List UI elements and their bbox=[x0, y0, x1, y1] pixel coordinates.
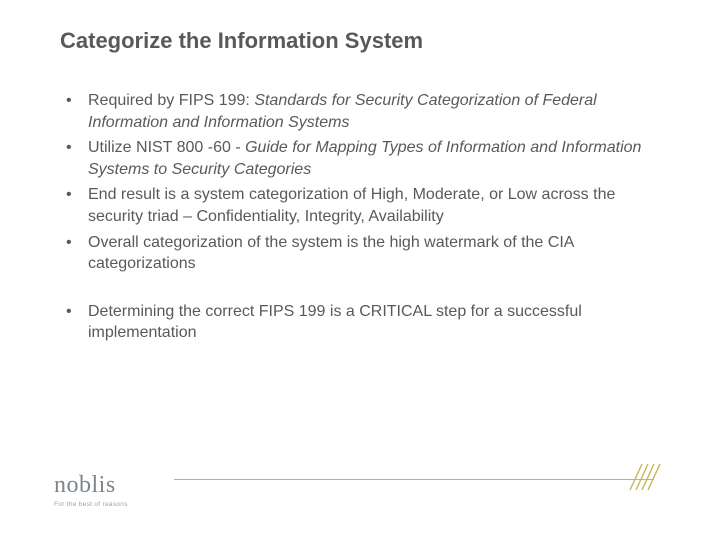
bullet-text: Utilize NIST 800 -60 - bbox=[88, 139, 245, 156]
bullet-text: Required by FIPS 199: bbox=[88, 92, 254, 109]
slide: Categorize the Information System Requir… bbox=[0, 0, 720, 540]
bullet-text: Overall categorization of the system is … bbox=[88, 234, 574, 273]
bullet-text: End result is a system categorization of… bbox=[88, 186, 615, 225]
divider-line bbox=[174, 479, 654, 481]
logo: noblis For the best of reasons bbox=[54, 472, 128, 508]
bullet-item: Determining the correct FIPS 199 is a CR… bbox=[60, 301, 670, 344]
logo-text: noblis bbox=[54, 472, 128, 499]
bullet-item: End result is a system categorization of… bbox=[60, 184, 670, 227]
bullet-item: Utilize NIST 800 -60 - Guide for Mapping… bbox=[60, 137, 670, 180]
bullet-item: Required by FIPS 199: Standards for Secu… bbox=[60, 90, 670, 133]
footer: noblis For the best of reasons bbox=[54, 462, 690, 508]
accent-slash-icon bbox=[624, 462, 668, 492]
logo-tagline: For the best of reasons bbox=[54, 501, 128, 508]
bullet-group-2: Determining the correct FIPS 199 is a CR… bbox=[60, 301, 670, 344]
slide-title: Categorize the Information System bbox=[60, 28, 670, 54]
bullet-group-1: Required by FIPS 199: Standards for Secu… bbox=[60, 90, 670, 275]
bullet-item: Overall categorization of the system is … bbox=[60, 232, 670, 275]
bullet-text: Determining the correct FIPS 199 is a CR… bbox=[88, 303, 582, 342]
